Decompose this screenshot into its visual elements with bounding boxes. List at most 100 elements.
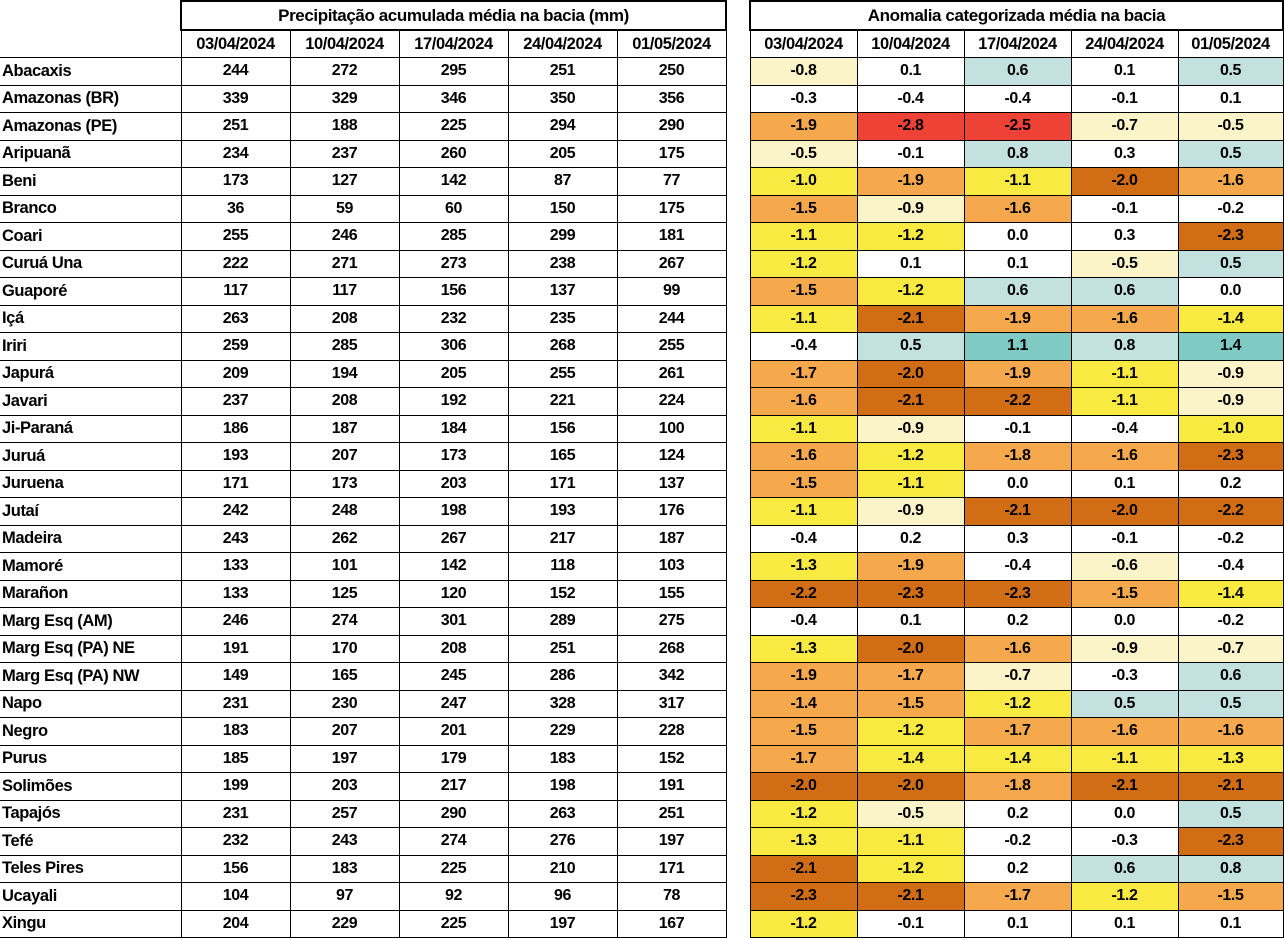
precip-cell: 255 (507, 359, 618, 388)
date-header: 01/05/2024 (1177, 29, 1284, 58)
anomaly-cell: 0.6 (1070, 277, 1179, 306)
precip-cell: 339 (180, 84, 291, 113)
precip-cell: 299 (507, 222, 618, 251)
anomaly-cell: -1.8 (963, 442, 1072, 471)
anomaly-cell: -1.9 (963, 359, 1072, 388)
precip-cell: 149 (180, 662, 291, 691)
table-gap (726, 525, 750, 553)
precip-cell: 276 (507, 827, 618, 856)
anomaly-cell: 0.8 (963, 139, 1072, 168)
table-row: Aripuanã 234 237 260 205 175 -0.5 -0.1 0.8 0.3 0.5 (0, 139, 1284, 168)
anomaly-cell: -1.5 (749, 469, 858, 498)
anomaly-cell: -0.2 (1177, 607, 1284, 636)
table-row: Marg Esq (AM) 246 274 301 289 275 -0.4 0.1 0.2 0.… (0, 607, 1284, 636)
anomaly-cell: -1.0 (749, 167, 858, 196)
precip-cell: 100 (616, 414, 727, 443)
precip-cell: 181 (616, 222, 727, 251)
basin-label: Coari (0, 222, 182, 251)
anomaly-cell: -1.2 (856, 222, 965, 251)
precip-cell: 317 (616, 689, 727, 718)
anomaly-cell: 0.1 (963, 909, 1072, 938)
precip-cell: 294 (507, 112, 618, 141)
basin-label: Jutaí (0, 497, 182, 526)
anomaly-cell: -1.1 (749, 222, 858, 251)
precip-cell: 142 (398, 552, 509, 581)
precip-cell: 250 (616, 57, 727, 86)
anomaly-cell: 0.1 (1177, 84, 1284, 113)
anomaly-cell: 0.1 (1177, 909, 1284, 938)
precip-cell: 197 (616, 827, 727, 856)
basin-label: Içá (0, 304, 182, 333)
precip-cell: 103 (616, 552, 727, 581)
anomaly-cell: -1.7 (749, 359, 858, 388)
dates-row: 03/04/2024 10/04/2024 17/04/2024 24/04/2024… (0, 29, 1284, 58)
table-gap (726, 222, 750, 250)
table-row: Juruá 193 207 173 165 124 -1.6 -1.2 -1.8 -1.6 -2.3 (0, 442, 1284, 471)
precip-cell: 117 (289, 277, 400, 306)
anomaly-cell: -0.9 (1177, 359, 1284, 388)
basin-label: Mamoré (0, 552, 182, 581)
anomaly-cell: -1.6 (1070, 442, 1179, 471)
anomaly-cell: -1.1 (749, 497, 858, 526)
precip-cell: 101 (289, 552, 400, 581)
anomaly-cell: -0.2 (1177, 194, 1284, 223)
anomaly-cell: 0.2 (1177, 469, 1284, 498)
table-gap (726, 250, 750, 278)
basin-label: Marg Esq (AM) (0, 607, 182, 636)
precip-cell: 237 (180, 387, 291, 416)
anomaly-cell: -1.5 (749, 277, 858, 306)
anomaly-cell: -2.3 (856, 579, 965, 608)
anomaly-cell: -1.4 (749, 689, 858, 718)
table-row: Curuá Una 222 271 273 238 267 -1.2 0.1 0.1 -0.5 0.… (0, 249, 1284, 278)
anomaly-cell: -0.1 (1070, 194, 1179, 223)
precip-cell: 173 (289, 469, 400, 498)
table-row: Juruena 171 173 203 171 137 -1.5 -1.1 0.0 0.1 0.2 (0, 469, 1284, 498)
anomaly-cell: -2.3 (1177, 827, 1284, 856)
basin-label: Marg Esq (PA) NW (0, 662, 182, 691)
table-gap (726, 332, 750, 360)
anomaly-cell: -0.7 (1070, 112, 1179, 141)
table-row: Japurá 209 194 205 255 261 -1.7 -2.0 -1.9 -1.1 -0.… (0, 359, 1284, 388)
anomaly-cell: -2.3 (1177, 442, 1284, 471)
precip-cell: 285 (398, 222, 509, 251)
anomaly-cell: -0.2 (1177, 524, 1284, 553)
precip-cell: 197 (507, 909, 618, 938)
table-row: Branco 36 59 60 150 175 -1.5 -0.9 -1.6 -0.1 -0.2 (0, 194, 1284, 223)
basin-label: Tefé (0, 827, 182, 856)
header-corner-blank (0, 1, 181, 30)
anomaly-cell: -1.1 (963, 167, 1072, 196)
basin-label: Iriri (0, 332, 182, 361)
precip-cell: 274 (398, 827, 509, 856)
anomaly-cell: -1.2 (856, 717, 965, 746)
anomaly-cell: -1.6 (1177, 167, 1284, 196)
precip-cell: 186 (180, 414, 291, 443)
anomaly-cell: -1.6 (1070, 304, 1179, 333)
precip-cell: 187 (289, 414, 400, 443)
precip-cell: 234 (180, 139, 291, 168)
anomaly-cell: 0.0 (1070, 799, 1179, 828)
precip-cell: 118 (507, 552, 618, 581)
anomaly-cell: -1.1 (1070, 387, 1179, 416)
anomaly-cell: 0.1 (1070, 469, 1179, 498)
precip-cell: 96 (507, 882, 618, 911)
anomaly-cell: -0.1 (1070, 84, 1179, 113)
precip-cell: 328 (507, 689, 618, 718)
table-gap (726, 85, 750, 113)
basin-label: Abacaxis (0, 57, 182, 86)
basin-label: Juruena (0, 469, 182, 498)
anomaly-cell: -0.1 (1070, 524, 1179, 553)
table-gap (726, 827, 750, 855)
basin-label: Ucayali (0, 882, 182, 911)
basin-label: Juruá (0, 442, 182, 471)
basin-label: Ji-Paraná (0, 414, 182, 443)
anomaly-cell: -0.9 (1070, 634, 1179, 663)
precip-cell: 171 (616, 854, 727, 883)
anomaly-cell: -1.9 (856, 552, 965, 581)
table-gap (726, 1, 750, 30)
date-header: 03/04/2024 (180, 29, 291, 58)
precip-cell: 247 (398, 689, 509, 718)
anomaly-cell: -1.5 (749, 717, 858, 746)
precip-cell: 193 (507, 497, 618, 526)
precip-cell: 259 (180, 332, 291, 361)
precip-cell: 198 (507, 772, 618, 801)
